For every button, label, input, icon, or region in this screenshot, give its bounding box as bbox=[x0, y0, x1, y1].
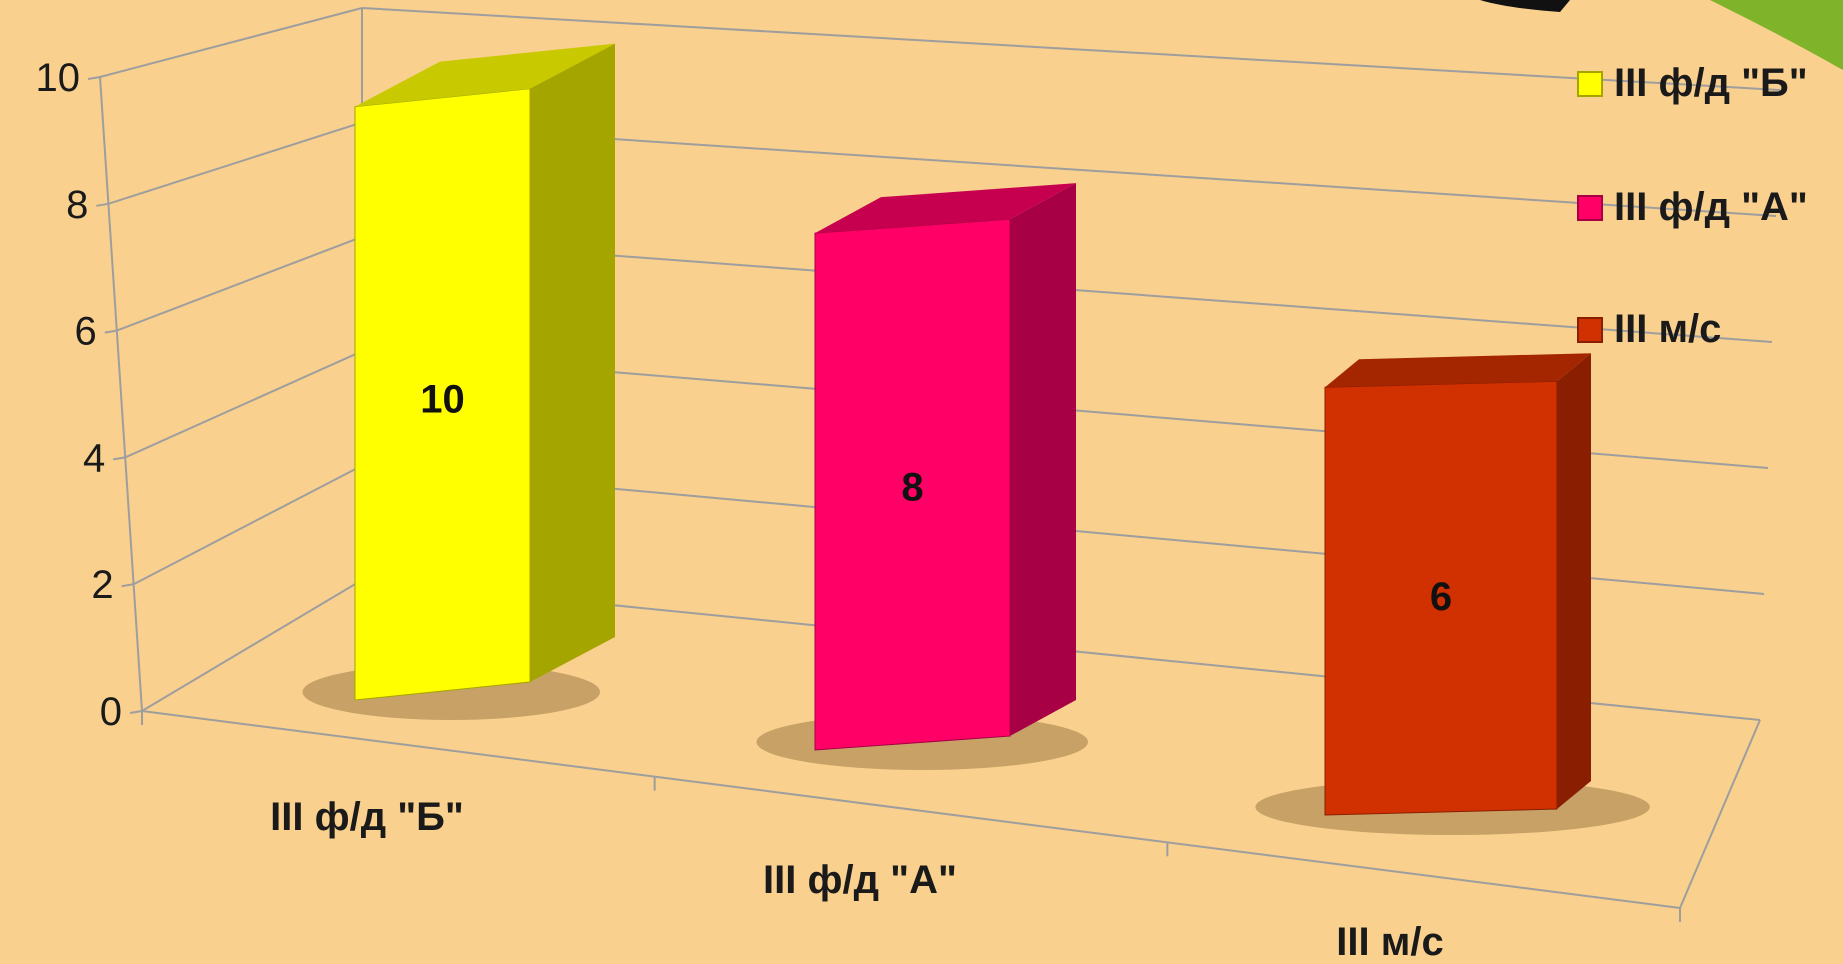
y-tick-mark bbox=[129, 710, 143, 714]
corner-ink-decoration bbox=[1480, 0, 1570, 12]
side-wall-gridline bbox=[124, 350, 363, 459]
bar-side-face bbox=[1010, 183, 1076, 737]
y-tick-label: 6 bbox=[75, 310, 97, 354]
x-category-label: III м/с bbox=[1336, 920, 1443, 964]
bar-side-face bbox=[530, 43, 615, 683]
back-wall-gridline bbox=[361, 7, 1781, 91]
bar-top-face bbox=[1325, 353, 1591, 388]
bars bbox=[354, 43, 1591, 816]
side-wall-gridline bbox=[99, 7, 363, 78]
y-tick-mark bbox=[121, 583, 134, 588]
legend-label: III ф/д "А" bbox=[1614, 185, 1808, 229]
labels: 0 2 4 6 8 10 10 8 6 III ф/д "Б" III ф/д "А" III м/с bbox=[36, 56, 1453, 964]
y-tick-label: 2 bbox=[91, 563, 113, 607]
side-wall-gridline bbox=[108, 121, 363, 205]
x-axis-line bbox=[141, 710, 1681, 909]
bar-top-face bbox=[815, 183, 1076, 234]
side-wall-gridline bbox=[116, 235, 363, 332]
legend-swatch bbox=[1577, 195, 1603, 221]
legend-label: III м/с bbox=[1614, 307, 1721, 351]
x-category-label: III ф/д "А" bbox=[763, 858, 957, 902]
y-tick-label: 8 bbox=[66, 183, 88, 227]
x-category-label: III ф/д "Б" bbox=[270, 795, 464, 839]
corner-leaf-decoration bbox=[1710, 0, 1843, 70]
bar-data-label: 8 bbox=[901, 466, 923, 510]
y-tick-label: 10 bbox=[36, 56, 81, 100]
y-tick-mark bbox=[87, 76, 101, 80]
y-tick-label: 0 bbox=[100, 690, 122, 734]
bar-side-face bbox=[1557, 353, 1591, 809]
y-axis-line bbox=[99, 76, 143, 712]
y-tick-mark bbox=[104, 329, 117, 334]
legend-swatch bbox=[1577, 317, 1603, 343]
y-tick-mark bbox=[113, 456, 126, 461]
bar-data-label: 10 bbox=[420, 377, 465, 421]
bar-data-label: 6 bbox=[1430, 575, 1452, 619]
y-tick-mark bbox=[96, 202, 109, 207]
side-wall-gridline bbox=[133, 464, 363, 586]
legend: III ф/д "Б" III ф/д "А" III м/с bbox=[1577, 61, 1808, 351]
y-tick-label: 4 bbox=[83, 436, 105, 480]
side-wall-gridline bbox=[141, 579, 363, 712]
floor-right-edge bbox=[1679, 719, 1761, 909]
legend-swatch bbox=[1577, 71, 1603, 97]
bar-top-face bbox=[355, 43, 615, 107]
legend-label: III ф/д "Б" bbox=[1614, 61, 1808, 105]
